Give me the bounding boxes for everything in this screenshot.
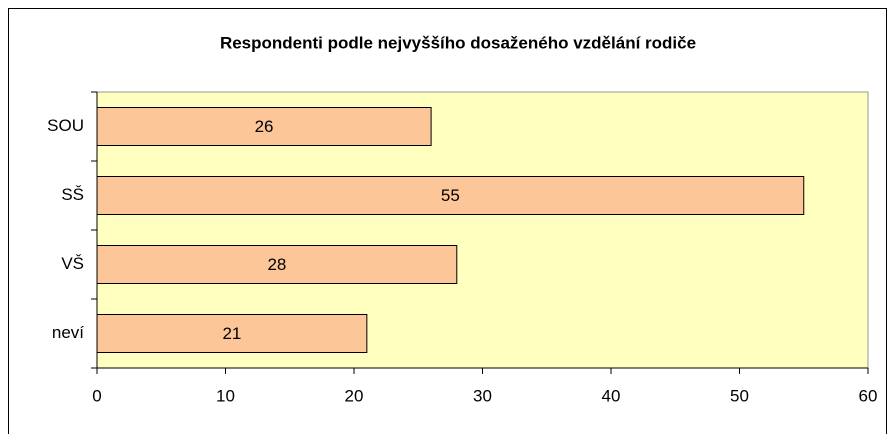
data-label: 21 [222, 324, 241, 343]
y-tick-label: SOU [47, 116, 84, 135]
x-tick-label: 20 [345, 386, 364, 405]
data-label: 28 [267, 255, 286, 274]
bar [96, 107, 432, 146]
y-tick-label: VŠ [61, 254, 84, 273]
bar [96, 245, 458, 284]
y-tick-label: SŠ [61, 185, 84, 204]
x-tick-label: 0 [92, 386, 101, 405]
x-tick-label: 40 [602, 386, 621, 405]
data-label: 26 [255, 117, 274, 136]
chart-title: Respondenti podle nejvyššího dosaženého … [220, 33, 696, 52]
x-tick-label: 60 [859, 386, 878, 405]
bar [96, 176, 805, 215]
x-tick-label: 50 [730, 386, 749, 405]
x-tick-label: 30 [473, 386, 492, 405]
data-label: 55 [441, 186, 460, 205]
bar [96, 314, 368, 353]
y-tick-label: neví [52, 323, 84, 342]
x-tick-label: 10 [216, 386, 235, 405]
